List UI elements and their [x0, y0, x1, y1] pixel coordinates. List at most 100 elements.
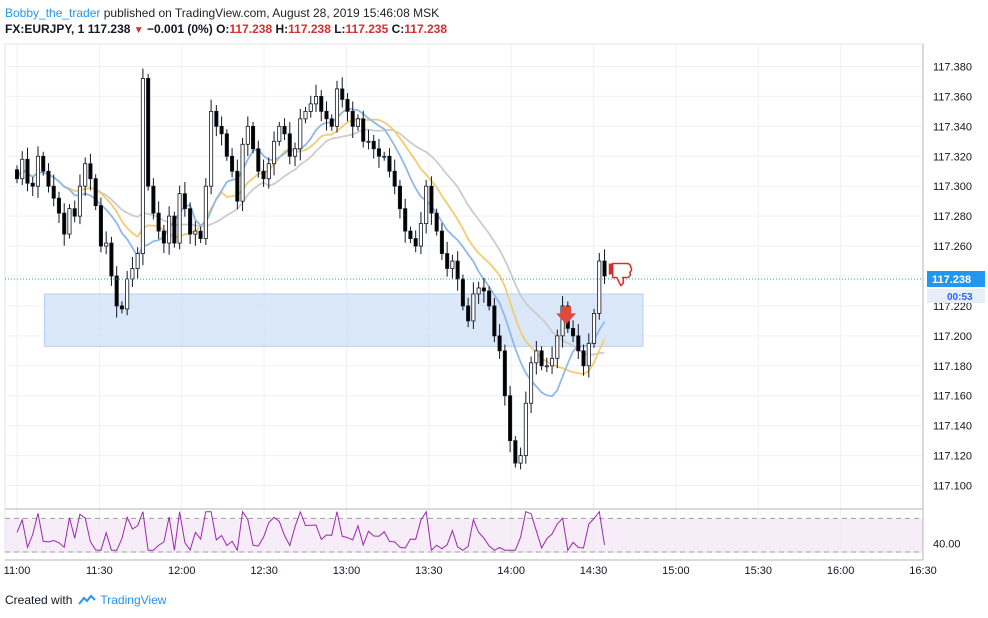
candle-body [523, 402, 528, 457]
price-tick-label: 117.100 [933, 481, 972, 493]
candle-body [146, 78, 151, 187]
author-name[interactable]: Bobby_the_trader [5, 6, 101, 20]
candle [224, 129, 229, 161]
ohlc-line: FX:EURJPY, 1 117.238 ▼ −0.001 (0%) O:117… [5, 21, 447, 39]
candle [418, 211, 423, 255]
candle-body [46, 170, 51, 187]
candle-body [481, 287, 486, 292]
candle [539, 346, 544, 371]
candle-body [151, 185, 156, 214]
candle-body [313, 95, 319, 105]
candle [256, 140, 261, 178]
candle-body [513, 440, 518, 464]
open-label: O: [216, 22, 230, 36]
candle-body [104, 242, 109, 247]
candle-body [109, 242, 114, 277]
candle-body [177, 193, 182, 244]
candle [371, 135, 376, 159]
candle-body [62, 212, 67, 235]
candle-body [476, 287, 481, 295]
high-label: H: [275, 22, 289, 36]
last-price: 117.238 [87, 22, 131, 36]
candle [235, 159, 240, 210]
candle-body [471, 293, 476, 322]
thumbs-down-cuff-icon [608, 263, 613, 275]
candle-body [366, 140, 371, 143]
candle [513, 436, 518, 468]
candle-body [114, 275, 119, 307]
candle-body [67, 208, 72, 235]
rsi-band [5, 518, 923, 552]
candle-body [20, 158, 25, 180]
candle [20, 151, 25, 185]
candle-body [324, 110, 329, 120]
candle-body [429, 185, 434, 214]
candle-body [555, 335, 560, 359]
candle-body [77, 185, 82, 217]
candle-body [508, 395, 513, 442]
candle-body [193, 230, 198, 235]
candle [576, 324, 581, 359]
candle-body [334, 88, 340, 127]
candle-body [534, 350, 539, 364]
price-tick-label: 117.160 [933, 391, 972, 403]
ma-mid-line [16, 117, 606, 375]
candle-body [251, 125, 256, 150]
candle-body [293, 148, 298, 157]
candle-body [592, 313, 597, 344]
price-tick-label: 117.120 [933, 451, 972, 463]
candle [219, 116, 224, 146]
candle [361, 110, 366, 148]
candle [345, 93, 350, 122]
candle [177, 185, 182, 250]
candle-body [340, 88, 345, 100]
price-tick-label: 117.180 [933, 361, 972, 373]
candle [597, 252, 602, 320]
sell-arrow-icon [556, 306, 577, 325]
candle-body [403, 208, 408, 232]
candle [14, 165, 20, 184]
candle [146, 73, 151, 191]
candle-body [450, 260, 455, 269]
candle-body [487, 290, 492, 307]
candle [424, 179, 429, 234]
ma-fast-line [16, 107, 606, 398]
candle-body [303, 110, 308, 120]
candle [518, 447, 523, 470]
last-price-label: 117.238 [932, 274, 971, 286]
candle [251, 121, 256, 154]
candle [534, 340, 539, 375]
candle [161, 224, 166, 253]
price-tick-label: 117.300 [933, 181, 972, 193]
time-tick-label: 12:30 [250, 565, 278, 577]
price-tick-label: 117.380 [933, 61, 972, 73]
candle-body [571, 327, 576, 337]
candle [544, 357, 549, 373]
candle [403, 198, 408, 243]
candle [298, 108, 303, 161]
candle [77, 174, 82, 225]
candle [62, 203, 67, 246]
candle [245, 116, 250, 156]
candle-body [439, 230, 444, 254]
candle [109, 236, 114, 286]
candle [429, 176, 434, 225]
candle [313, 84, 319, 112]
rsi-tick-label: 40.00 [933, 539, 961, 551]
candle-body [418, 223, 423, 247]
candle-body [586, 342, 591, 367]
candle-body [219, 125, 224, 135]
candle [319, 90, 324, 122]
price-tick-label: 117.140 [933, 421, 972, 433]
tradingview-brand[interactable]: TradingView [100, 593, 167, 607]
candle [125, 270, 130, 316]
axes: 117.380 117.360 117.340 117.320 117.300 117.2… [4, 44, 985, 577]
candle [581, 344, 586, 376]
time-tick-label: 15:00 [662, 565, 690, 577]
candle-body [602, 260, 607, 277]
candle [67, 204, 72, 239]
time-tick-label: 11:00 [4, 565, 31, 577]
candle-body [424, 185, 429, 225]
candle-body [502, 350, 507, 397]
